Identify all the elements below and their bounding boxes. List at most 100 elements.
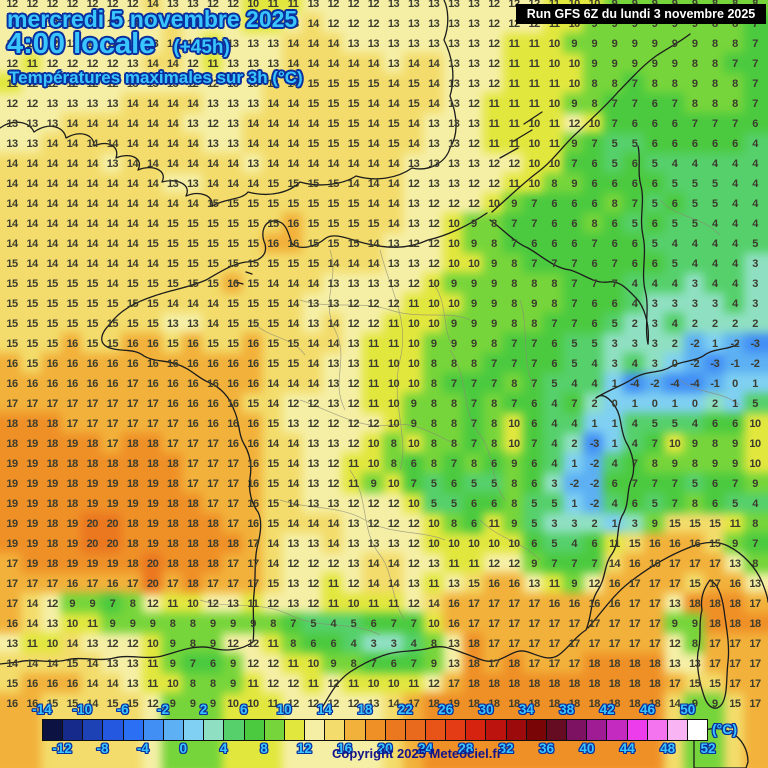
temp-value: 14 [26, 178, 38, 190]
temp-value: 17 [668, 678, 681, 690]
temp-color-cell [683, 93, 706, 115]
temp-value: 3 [651, 298, 658, 310]
temp-value: 16 [66, 578, 79, 590]
temp-value: 17 [648, 578, 661, 590]
temp-value: 17 [187, 438, 199, 450]
temp-value: 2 [591, 398, 598, 410]
temp-value: 17 [247, 578, 259, 590]
temp-value: 5 [691, 478, 698, 490]
temp-value: 17 [568, 618, 581, 630]
temp-color-cell [643, 33, 666, 55]
temp-value: 16 [247, 518, 259, 530]
temp-value: 11 [448, 558, 460, 570]
temp-color-cell [201, 213, 224, 235]
temp-value: 15 [247, 298, 259, 310]
temp-color-cell [362, 33, 385, 55]
temp-value: 11 [147, 658, 158, 670]
temp-value: 11 [368, 378, 379, 390]
temp-value: 17 [689, 558, 701, 570]
temp-value: 14 [146, 198, 159, 210]
copyright: Copyright 2025 Meteociel.fr [332, 746, 502, 761]
temp-color-cell [181, 0, 204, 15]
temp-value: 4 [571, 418, 577, 430]
temp-value: 17 [628, 578, 641, 590]
temp-color-cell [21, 233, 44, 255]
temp-value: 3 [551, 518, 557, 530]
temp-color-cell [302, 73, 325, 95]
temp-value: 15 [166, 238, 179, 250]
temp-value: 14 [66, 238, 79, 250]
scale-label-bottom: 0 [179, 741, 188, 756]
temp-value: 3 [752, 278, 758, 290]
temp-value: 4 [732, 198, 738, 210]
temp-value: 14 [307, 518, 320, 530]
temp-value: 18 [628, 678, 641, 690]
temp-color-cell [703, 213, 726, 235]
temp-value: 19 [146, 538, 159, 550]
temp-value: 13 [347, 278, 360, 290]
temp-value: 6 [571, 218, 577, 230]
temp-color-cell [703, 193, 726, 215]
temp-value: 16 [207, 418, 219, 430]
temp-value: 14 [106, 138, 119, 150]
temp-value: 7 [571, 318, 577, 330]
temp-color-cell [462, 0, 485, 15]
temp-value: 16 [126, 338, 139, 350]
temp-value: 3 [611, 338, 618, 350]
temp-color-cell [764, 93, 768, 115]
scale-label-bottom: -8 [96, 741, 109, 756]
temp-value: 7 [531, 198, 537, 210]
temp-value: 14 [166, 298, 179, 310]
temp-value: 19 [106, 558, 119, 570]
temp-value: 10 [548, 98, 561, 110]
scale-cell [485, 719, 507, 741]
temp-value: 7 [752, 38, 758, 50]
temp-color-cell [141, 13, 164, 35]
temp-value: 9 [209, 638, 216, 650]
temp-value: 14 [166, 198, 179, 210]
temp-value: 11 [247, 598, 259, 610]
temp-value: 11 [307, 678, 319, 690]
temp-value: 8 [350, 658, 357, 670]
temp-value: 14 [106, 238, 119, 250]
temp-value: 2 [732, 318, 738, 330]
temp-value: 12 [407, 598, 420, 610]
temp-value: 4 [571, 378, 577, 390]
temp-value: 9 [531, 298, 537, 310]
temp-color-cell [101, 153, 124, 175]
temp-value: 15 [387, 118, 400, 130]
temp-value: 13 [448, 38, 460, 50]
temp-value: 14 [367, 138, 380, 150]
temp-color-cell [322, 0, 345, 15]
temp-color-cell [241, 13, 264, 35]
temp-value: 14 [307, 58, 320, 70]
temp-value: 9 [450, 318, 457, 330]
temp-value: 16 [608, 578, 621, 590]
temp-value: 14 [327, 38, 340, 50]
temp-value: 17 [729, 638, 741, 650]
temp-value: 6 [591, 158, 598, 170]
temp-value: 7 [531, 358, 537, 370]
scale-cell [102, 719, 124, 741]
scale-label-top: 46 [639, 702, 656, 717]
temp-value: 11 [508, 78, 520, 90]
temp-value: 6 [551, 338, 557, 350]
temp-color-cell [41, 33, 64, 55]
temp-color-cell [141, 93, 164, 115]
temp-color-cell [663, 93, 686, 115]
temp-value: 18 [187, 498, 199, 510]
temp-value: 4 [732, 258, 738, 270]
temp-value: 9 [470, 278, 477, 290]
scale-cell [243, 719, 265, 741]
temp-value: 16 [227, 378, 239, 390]
temp-color-cell [141, 73, 164, 95]
temp-value: 8 [651, 78, 658, 90]
temp-value: 14 [347, 258, 360, 270]
temp-value: -3 [589, 438, 599, 450]
temp-value: 7 [631, 478, 638, 490]
temp-color-cell [241, 93, 264, 115]
temp-value: 14 [6, 158, 18, 170]
temp-value: 4 [732, 238, 738, 250]
temp-value: 8 [470, 358, 477, 370]
temp-color-cell [161, 213, 184, 235]
